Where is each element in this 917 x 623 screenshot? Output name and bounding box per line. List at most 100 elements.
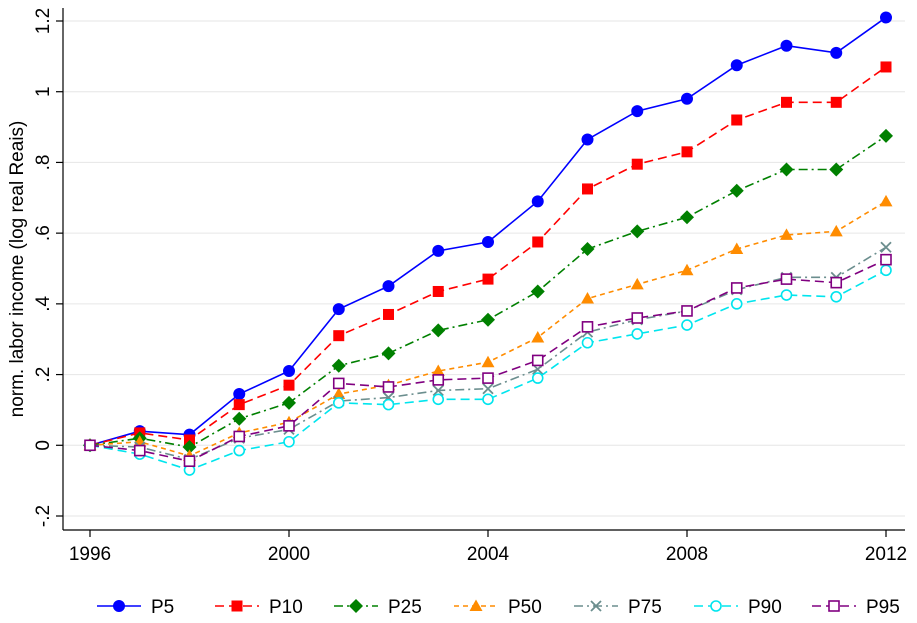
legend-item-p95: P95 — [812, 597, 900, 618]
series-line-p25 — [89, 135, 887, 448]
series-p90 — [84, 264, 892, 476]
data-point-p95 — [631, 312, 644, 324]
data-point-p95 — [84, 439, 96, 452]
data-point-p10 — [681, 146, 693, 158]
data-point-p25 — [232, 411, 247, 426]
legend-label-p90: P90 — [748, 597, 782, 618]
legend-marker-p5 — [113, 600, 125, 612]
y-tick-label: 0 — [33, 440, 54, 451]
x-tick-label: 2000 — [268, 544, 310, 565]
data-point-p90 — [382, 398, 395, 411]
data-point-p90 — [581, 336, 594, 349]
data-point-p50 — [581, 292, 594, 304]
legend-layer: P5 P10 P25 P50 P75 P90 P95 — [97, 597, 900, 618]
data-point-p90 — [432, 393, 445, 406]
y-tick-label: 1.2 — [33, 8, 54, 34]
legend-marker-p25 — [349, 599, 363, 613]
data-point-p5 — [332, 303, 345, 316]
legend-item-p90: P90 — [694, 597, 782, 618]
data-point-p50 — [780, 228, 793, 240]
legend-label-p95: P95 — [866, 597, 900, 618]
data-point-p90 — [780, 289, 793, 301]
data-point-p25 — [779, 162, 794, 177]
data-point-p50 — [680, 263, 694, 276]
data-point-p5 — [780, 39, 793, 52]
data-point-p10 — [482, 273, 494, 285]
series-layer — [83, 11, 893, 476]
legend-marker-p95 — [828, 600, 840, 612]
data-point-p90 — [233, 444, 246, 457]
data-point-p5 — [531, 195, 544, 208]
data-point-p25 — [680, 210, 694, 225]
data-point-p25 — [729, 183, 744, 198]
data-point-p95 — [681, 305, 693, 317]
data-point-p25 — [331, 358, 346, 373]
series-p25 — [83, 128, 893, 455]
data-point-p25 — [530, 284, 545, 299]
y-axis-title: norm. labor income (log real Reais) — [7, 121, 28, 418]
legend-marker-p75 — [590, 600, 602, 612]
data-point-p95 — [730, 282, 743, 294]
data-point-p10 — [184, 434, 195, 446]
data-point-p75 — [432, 384, 444, 397]
series-line-p90 — [89, 269, 887, 471]
legend-item-p75: P75 — [574, 597, 662, 618]
data-point-p10 — [880, 61, 892, 73]
data-point-p95 — [332, 377, 345, 390]
data-point-p10 — [631, 158, 643, 170]
data-point-p50 — [730, 242, 744, 255]
legend-label-p75: P75 — [628, 597, 662, 618]
y-tick-label: .6 — [33, 225, 54, 241]
data-point-p5 — [432, 244, 445, 257]
data-point-p90 — [283, 435, 295, 448]
data-point-p50 — [431, 364, 445, 377]
legend-item-p5: P5 — [97, 597, 174, 618]
data-point-p25 — [630, 224, 645, 239]
data-point-p10 — [582, 183, 593, 195]
legend-item-p10: P10 — [215, 597, 303, 618]
data-point-p50 — [332, 387, 346, 400]
series-line-p10 — [89, 66, 887, 447]
data-point-p50 — [481, 355, 495, 368]
x-tick-label: 1996 — [69, 544, 111, 565]
data-point-p10 — [432, 285, 444, 297]
data-point-p10 — [532, 236, 544, 248]
data-point-p50 — [879, 194, 893, 207]
data-point-p90 — [482, 393, 494, 406]
data-point-p95 — [531, 354, 544, 367]
data-point-p95 — [780, 273, 793, 285]
legend-marker-p50 — [469, 599, 483, 611]
data-point-p5 — [382, 280, 395, 293]
data-point-p5 — [880, 11, 892, 24]
data-point-p5 — [830, 46, 843, 59]
data-point-p50 — [630, 277, 644, 290]
data-point-p75 — [880, 241, 892, 253]
data-point-p90 — [531, 372, 544, 384]
y-tick-label: .8 — [33, 154, 54, 170]
data-point-p95 — [133, 444, 146, 457]
data-point-p5 — [283, 365, 295, 378]
data-point-p95 — [183, 455, 196, 467]
data-point-p5 — [681, 92, 693, 105]
x-tick-label: 2012 — [865, 544, 907, 565]
legend-item-p25: P25 — [334, 597, 422, 618]
legend-marker-p90 — [710, 600, 722, 612]
legend-item-p50: P50 — [454, 597, 542, 618]
data-point-p95 — [432, 374, 445, 386]
data-point-p95 — [233, 430, 246, 443]
data-point-p25 — [182, 440, 197, 455]
legend-label-p50: P50 — [508, 597, 542, 618]
series-p5 — [84, 11, 892, 452]
data-point-p95 — [581, 321, 594, 333]
data-point-p95 — [830, 276, 843, 289]
data-point-p50 — [531, 330, 545, 343]
data-point-p10 — [333, 330, 345, 342]
series-p95 — [84, 253, 892, 467]
series-p50 — [83, 194, 893, 461]
data-point-p5 — [631, 105, 644, 118]
series-p10 — [84, 61, 892, 451]
data-point-p10 — [731, 114, 743, 126]
axes-layer: -.2 0 .2 .4 .6 .8 1 1.2 1996 2000 2004 2008 2012 — [33, 8, 907, 565]
